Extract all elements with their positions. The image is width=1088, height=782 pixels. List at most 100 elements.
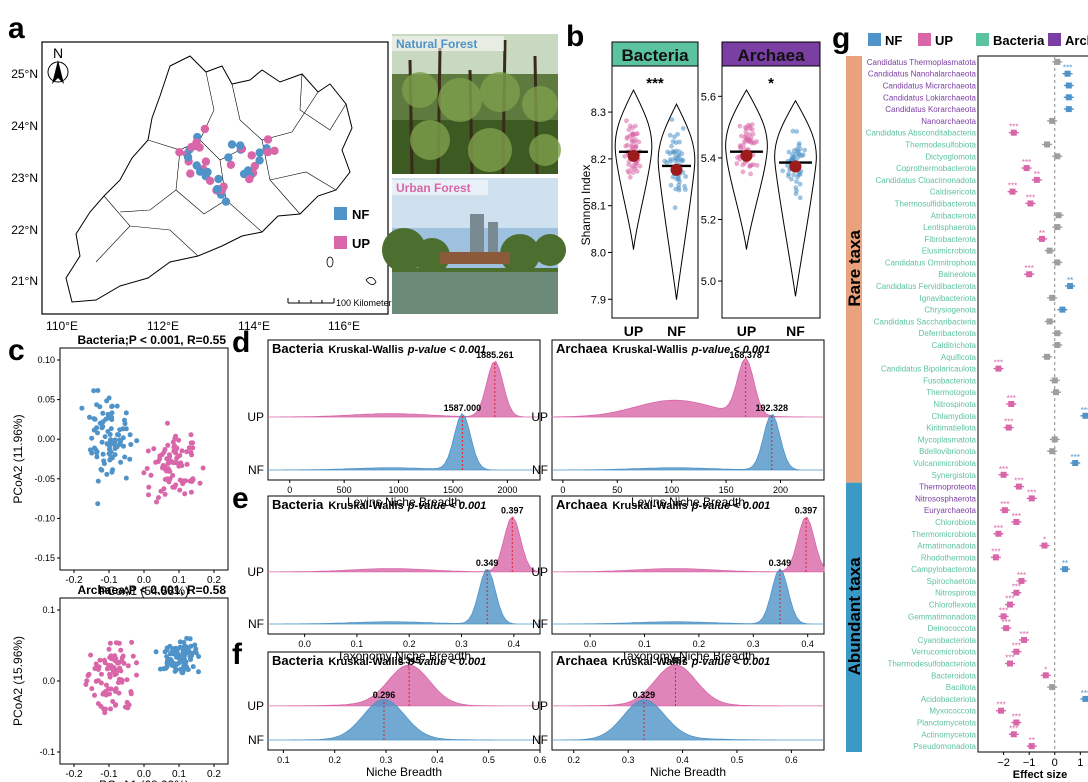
taxon-label: Thermosulfidibacterota xyxy=(895,199,977,208)
ridge-density-up xyxy=(268,360,540,418)
pcoa-point-nf xyxy=(123,410,129,416)
effect-point xyxy=(1015,483,1022,490)
panel-b: b Bacteria *** 7.9 8.0 8.1 8.2 8.3 UP NF Archaea *… xyxy=(566,20,821,339)
taxon-label: Bdellovibrionota xyxy=(919,447,976,456)
pcoa-point-nf xyxy=(164,654,170,660)
violin-point xyxy=(743,129,749,135)
pcoa-point-nf xyxy=(109,403,115,409)
pcoa-point-up xyxy=(86,672,92,678)
violin-point xyxy=(799,153,805,159)
ridge-row-label: NF xyxy=(248,733,264,747)
ridge-row-label: UP xyxy=(247,410,264,424)
violin-point xyxy=(630,170,636,175)
north-arrow-icon: N xyxy=(47,45,69,84)
pcoa-point-nf xyxy=(114,403,120,409)
violin-point xyxy=(747,137,752,143)
pcoa-point-nf xyxy=(164,647,170,653)
ridge-x-label: Levins Niche Breadth xyxy=(631,495,745,509)
violin-point xyxy=(626,170,632,176)
pcoa-point-up xyxy=(97,657,103,663)
violin-point xyxy=(794,146,800,152)
pcoa-point-nf xyxy=(100,451,106,457)
ridge-value-label: 0.397 xyxy=(501,506,524,516)
pcoa-point-nf xyxy=(107,432,113,437)
svg-text:21°N: 21°N xyxy=(11,274,38,288)
pcoa-point-nf xyxy=(95,501,101,507)
taxon-label: Coprothermobacterota xyxy=(896,164,977,173)
violin-point xyxy=(676,149,682,155)
effect-significance: *** xyxy=(994,359,1003,368)
pcoa-point-nf xyxy=(190,664,196,670)
x-tick-label: 0.2 xyxy=(328,755,341,765)
y-tick-label: 0.0 xyxy=(42,676,55,686)
effect-point xyxy=(1064,70,1071,77)
ridge-density-up xyxy=(268,516,541,573)
violin-point xyxy=(672,134,677,140)
map-point xyxy=(221,197,231,206)
effect-significance: *** xyxy=(1009,123,1018,132)
x-tick-label: 0.4 xyxy=(801,639,814,649)
violin-point xyxy=(676,182,682,188)
pcoa-point-nf xyxy=(153,649,159,655)
effect-significance: *** xyxy=(1063,64,1072,73)
x-tick-label: 0.3 xyxy=(380,755,393,765)
ridge-frame xyxy=(551,651,825,751)
ridge-row-label: UP xyxy=(247,565,264,579)
pcoa-point-up xyxy=(111,668,117,674)
pcoa-point-up xyxy=(174,445,180,451)
pcoa-point-nf xyxy=(92,445,97,451)
effect-significance: *** xyxy=(1000,500,1009,509)
violin-category-label: UP xyxy=(737,323,756,339)
legend-swatch-nf xyxy=(334,207,347,220)
violin-shape xyxy=(725,88,768,250)
ridge-row-label: NF xyxy=(532,733,548,747)
violin-point xyxy=(739,133,744,139)
violin-category-label: NF xyxy=(786,323,805,339)
map-point xyxy=(175,148,184,157)
x-tick-label: 0.5 xyxy=(731,755,744,765)
taxon-label: Nanoarchaeota xyxy=(921,117,976,126)
violin-point xyxy=(676,187,682,193)
pcoa-point-up xyxy=(180,478,186,484)
pcoa-point-up xyxy=(162,491,168,497)
pcoa-point-up xyxy=(125,663,131,669)
y-tick-label: 7.9 xyxy=(591,294,606,306)
ridge-frame xyxy=(267,651,541,751)
violin-point xyxy=(794,188,799,194)
pcoa-point-up xyxy=(173,460,179,466)
pcoa-point-up xyxy=(151,446,157,452)
y-tick-label: 0.1 xyxy=(42,605,55,615)
taxon-label: Spirochaetota xyxy=(927,577,977,586)
pcoa-point-up xyxy=(188,489,194,495)
pcoa-point-up xyxy=(173,450,178,456)
taxon-label: Actinomycetota xyxy=(921,730,976,739)
taxon-label: Chlorobiota xyxy=(935,518,976,527)
violin-mean-dot xyxy=(740,149,753,162)
rare-taxa-bar xyxy=(846,56,862,483)
pcoa-point-up xyxy=(169,459,174,464)
taxon-label: Candidatus Saccharibacteria xyxy=(874,317,977,326)
ridge-row-label: NF xyxy=(532,617,548,631)
pcoa-point-up xyxy=(173,482,179,488)
pcoa-point-up xyxy=(102,660,108,666)
effect-point xyxy=(1055,212,1062,219)
ridge-title: Bacteria Kruskal-Wallis p-value < 0.001 xyxy=(272,341,486,356)
pcoa-x-label: PCoA1 (54.58%) xyxy=(99,584,189,598)
pcoa-point-nf xyxy=(164,662,170,667)
effect-point xyxy=(1008,401,1015,407)
pcoa-point-nf xyxy=(95,430,100,436)
taxon-label: Balneolota xyxy=(938,270,976,279)
map-point xyxy=(227,140,237,149)
svg-text:23°N: 23°N xyxy=(11,171,38,185)
x-tick-label: -0.2 xyxy=(65,575,83,586)
effect-significance: *** xyxy=(1001,618,1010,627)
ridge-frame xyxy=(267,339,541,481)
y-tick-label: -0.05 xyxy=(34,474,55,484)
map-point xyxy=(205,176,215,185)
effect-significance: *** xyxy=(1008,182,1017,191)
pcoa-point-up xyxy=(154,499,159,505)
svg-text:116°E: 116°E xyxy=(328,319,360,333)
x-tick-label: 1500 xyxy=(443,485,463,495)
ridge-x-label: Niche Breadth xyxy=(366,765,442,779)
pcoa-point-nf xyxy=(112,437,118,443)
